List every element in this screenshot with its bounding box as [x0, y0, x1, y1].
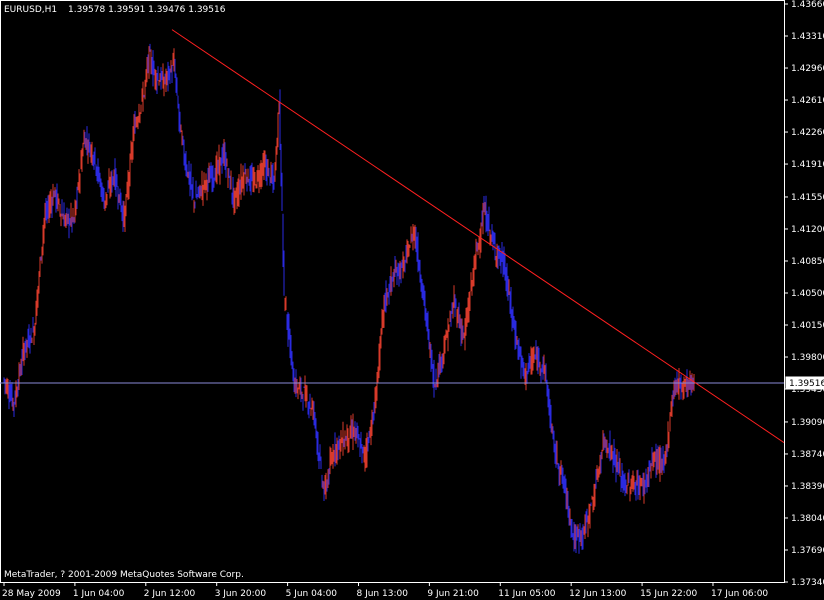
- y-tick-label: 1.38040: [791, 514, 824, 524]
- y-tick-label: 1.40150: [791, 321, 824, 331]
- y-tick-label: 1.37340: [791, 578, 824, 588]
- y-tick-label: 1.39450: [791, 385, 824, 395]
- time-axis: 28 May 2009 1 Jun 04:00 2 Jun 12:00 3 Jun 2…: [2, 582, 768, 599]
- trendline[interactable]: [171, 29, 785, 444]
- x-tick-label: 5 Jun 04:00: [286, 589, 338, 599]
- y-tick-label: 1.37690: [791, 546, 824, 556]
- y-tick-label: 1.39090: [791, 418, 824, 428]
- x-tick-label: 8 Jun 13:00: [356, 589, 408, 599]
- x-tick-label: 2 Jun 12:00: [144, 589, 196, 599]
- ohlc-readout: 1.39578 1.39591 1.39476 1.39516: [68, 5, 226, 15]
- y-tick-label: 1.43310: [791, 32, 824, 42]
- price-axis: 1.43660 1.43310 1.42960 1.42610 1.42260 1.419…: [784, 0, 824, 588]
- y-tick-label: 1.40500: [791, 289, 824, 299]
- current-price-tag-box: [785, 376, 824, 390]
- current-price-tag: 1.39516: [789, 379, 824, 389]
- y-tick-label: 1.39800: [791, 353, 824, 363]
- y-tick-label: 1.42260: [791, 128, 824, 138]
- x-tick-label: 11 Jun 05:00: [498, 589, 555, 599]
- y-tick-label: 1.38390: [791, 482, 824, 492]
- y-tick-label: 1.40850: [791, 257, 824, 267]
- x-tick-label: 28 May 2009: [2, 589, 61, 599]
- x-tick-label: 12 Jun 13:00: [569, 589, 626, 599]
- y-tick-label: 1.41200: [791, 225, 824, 235]
- y-tick-label: 1.43660: [791, 0, 824, 10]
- y-tick-label: 1.38740: [791, 450, 824, 460]
- x-tick-label: 17 Jun 06:00: [711, 589, 768, 599]
- copyright-text: MetaTrader, ? 2001-2009 MetaQuotes Softw…: [4, 570, 244, 580]
- symbol-label: EURUSD,H1: [4, 5, 57, 15]
- y-tick-label: 1.41910: [791, 160, 824, 170]
- x-tick-label: 15 Jun 22:00: [640, 589, 697, 599]
- x-tick-label: 3 Jun 20:00: [215, 589, 267, 599]
- x-tick-label: 9 Jun 21:00: [427, 589, 479, 599]
- y-tick-label: 1.42960: [791, 64, 824, 74]
- y-tick-label: 1.42610: [791, 96, 824, 106]
- plot-frame: [0, 0, 785, 583]
- x-tick-label: 1 Jun 04:00: [73, 589, 125, 599]
- ohlc-bars: [3, 43, 695, 554]
- y-tick-label: 1.41550: [791, 193, 824, 203]
